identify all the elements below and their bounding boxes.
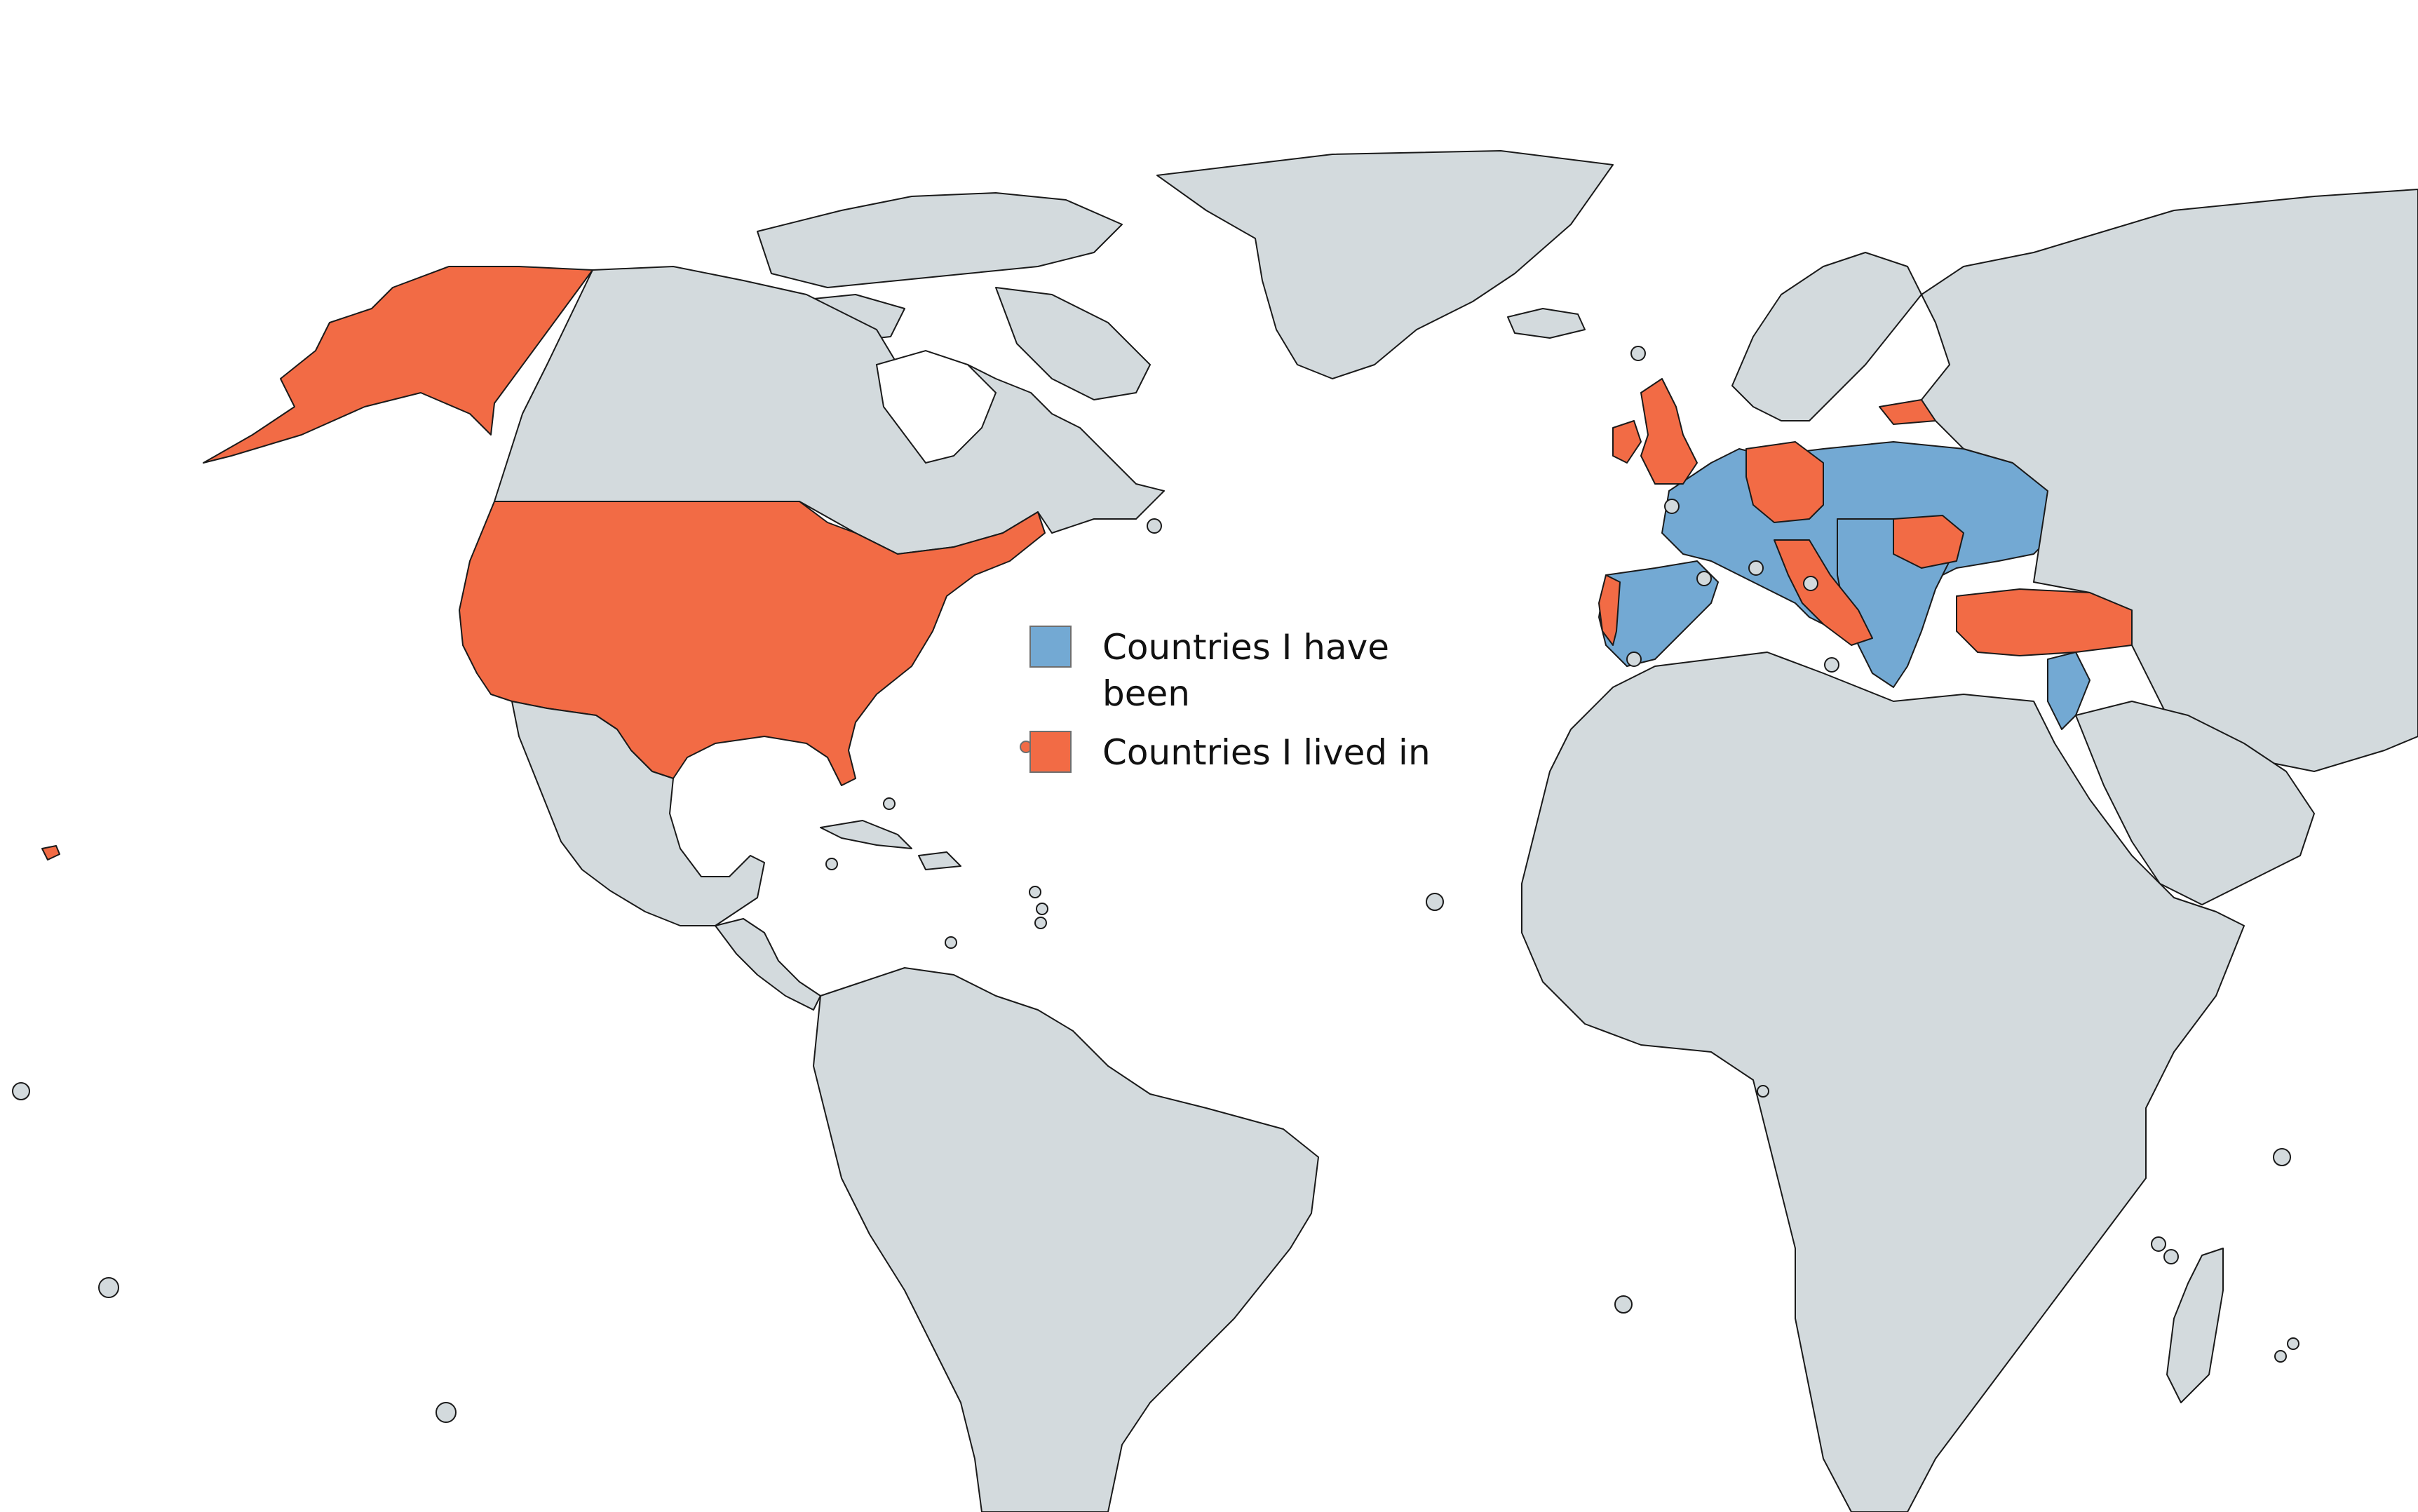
baffin-island bbox=[995, 287, 1151, 400]
germany bbox=[1745, 441, 1824, 523]
turkey bbox=[1956, 588, 2133, 656]
iberia bbox=[1598, 560, 1719, 667]
madagascar bbox=[2166, 1248, 2224, 1403]
south-america bbox=[813, 967, 1319, 1512]
small-islands bbox=[12, 346, 2299, 1423]
arabia bbox=[2075, 701, 2315, 905]
greenland bbox=[1156, 150, 1614, 379]
hispaniola bbox=[918, 851, 961, 870]
legend-item-lived: Countries I lived in bbox=[1029, 729, 1439, 776]
legend-label-visited: Countries I have been bbox=[1102, 627, 1389, 714]
africa bbox=[1521, 652, 2245, 1512]
united-kingdom bbox=[1640, 378, 1698, 485]
portugal bbox=[1598, 574, 1621, 646]
romania bbox=[1893, 515, 1964, 569]
legend-swatch-visited bbox=[1029, 626, 1072, 668]
canada-arctic-islands bbox=[757, 192, 1123, 288]
ireland bbox=[1612, 420, 1642, 464]
mexico bbox=[511, 701, 765, 926]
iceland bbox=[1507, 308, 1586, 339]
legend-swatch-lived bbox=[1029, 731, 1072, 773]
hawaii bbox=[41, 845, 60, 860]
legend-item-visited: Countries I have been bbox=[1029, 624, 1439, 717]
alaska bbox=[203, 266, 593, 464]
hudson-bay bbox=[875, 349, 997, 464]
legend-label-lived: Countries I lived in bbox=[1102, 732, 1431, 773]
central-america bbox=[715, 918, 821, 1011]
italy bbox=[1774, 539, 1873, 646]
scandinavia bbox=[1731, 252, 1922, 421]
cuba bbox=[820, 820, 912, 849]
